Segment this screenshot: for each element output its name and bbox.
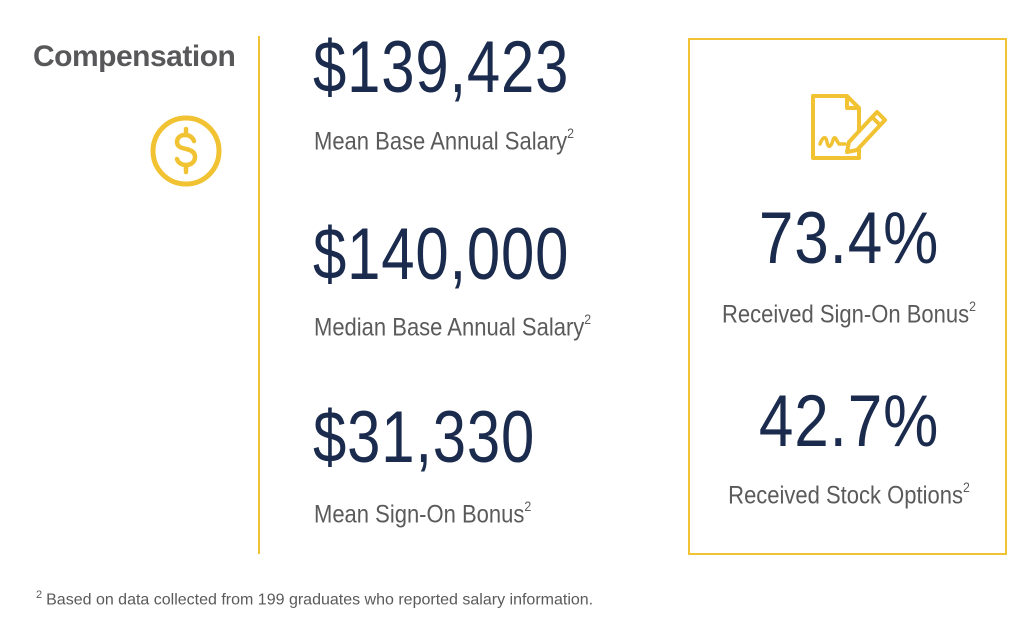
stock-options-percent-value: 42.7% bbox=[758, 381, 940, 462]
mean-salary-value: $139,423 bbox=[313, 27, 570, 108]
footnote-marker: 2 bbox=[36, 589, 43, 601]
stock-options-percent-label-text: Received Stock Options bbox=[728, 481, 963, 510]
signed-contract-icon bbox=[811, 94, 887, 160]
section-title: Compensation bbox=[33, 40, 236, 73]
mean-signon-bonus-value: $31,330 bbox=[313, 397, 536, 478]
mean-signon-bonus-label: Mean Sign-On Bonus2 bbox=[314, 498, 532, 529]
footnote: 2 Based on data collected from 199 gradua… bbox=[36, 589, 593, 609]
footnote-marker: 2 bbox=[969, 298, 976, 314]
median-salary-label-text: Median Base Annual Salary bbox=[314, 313, 585, 342]
mean-signon-bonus-label-text: Mean Sign-On Bonus bbox=[314, 500, 525, 529]
median-salary-value: $140,000 bbox=[313, 214, 570, 295]
signon-bonus-percent-value: 73.4% bbox=[758, 198, 940, 279]
footnote-marker: 2 bbox=[524, 498, 532, 514]
highlight-box bbox=[688, 38, 1007, 555]
vertical-divider bbox=[258, 36, 260, 554]
stock-options-percent-label: Received Stock Options2 bbox=[708, 479, 990, 510]
footnote-marker: 2 bbox=[584, 311, 592, 327]
signon-bonus-percent-label: Received Sign-On Bonus2 bbox=[708, 298, 990, 329]
footnote-marker: 2 bbox=[962, 479, 970, 495]
footnote-marker: 2 bbox=[567, 125, 575, 141]
footnote-text: Based on data collected from 199 graduat… bbox=[46, 591, 594, 609]
mean-salary-label-text: Mean Base Annual Salary bbox=[314, 127, 568, 156]
signon-bonus-percent-label-text: Received Sign-On Bonus bbox=[722, 300, 970, 329]
mean-salary-label: Mean Base Annual Salary2 bbox=[314, 125, 575, 156]
median-salary-label: Median Base Annual Salary2 bbox=[314, 311, 592, 342]
dollar-circle-icon bbox=[150, 115, 222, 187]
